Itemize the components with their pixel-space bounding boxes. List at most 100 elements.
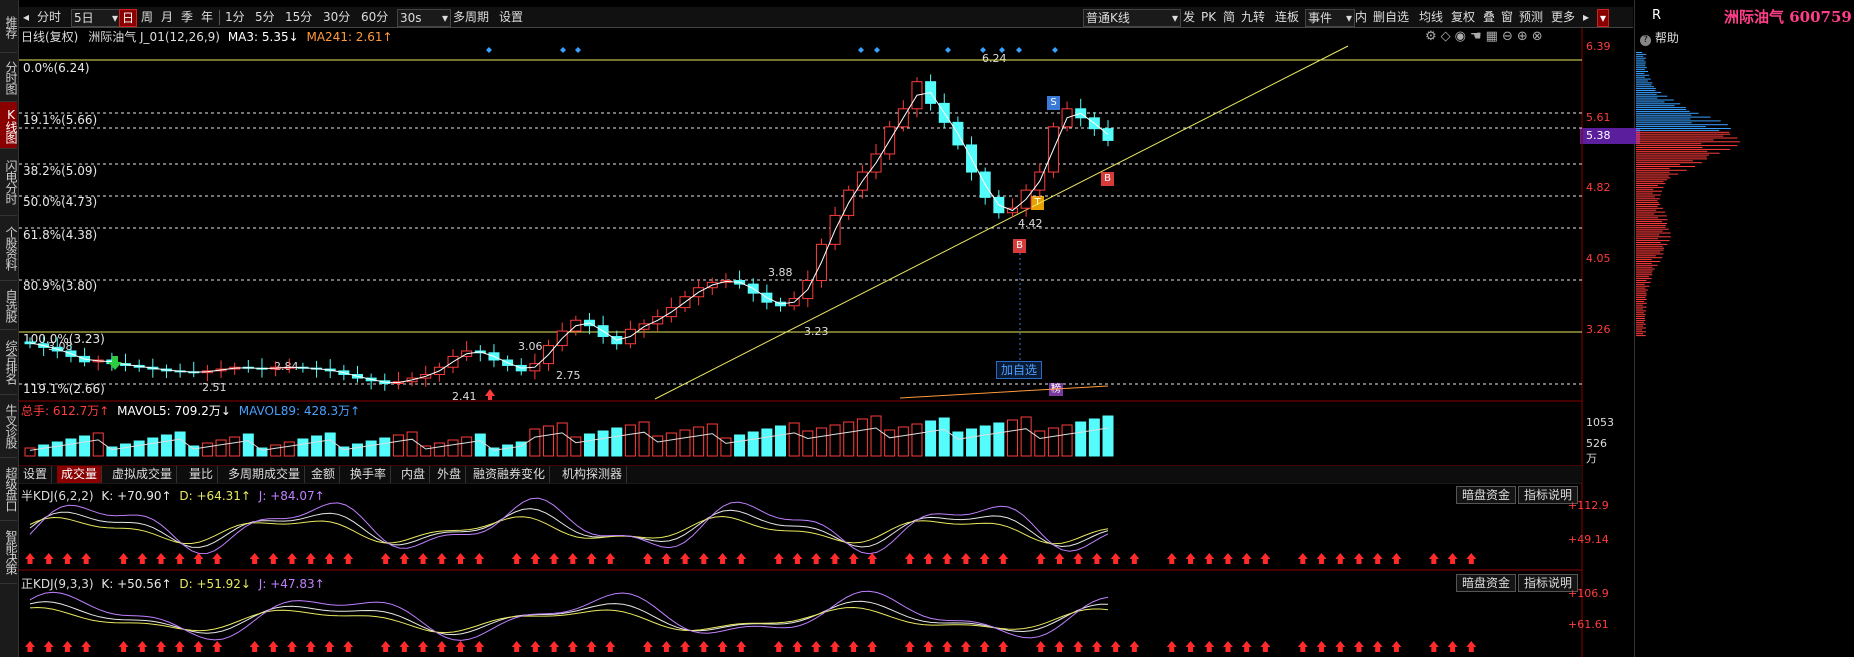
tool-forecast[interactable]: 预测: [1519, 10, 1544, 24]
dark-pool-button[interactable]: 暗盘资金: [1456, 486, 1517, 504]
close-icon[interactable]: ⊗: [1531, 29, 1547, 44]
tab-recommend[interactable]: 推荐: [0, 2, 18, 53]
volume-bar: [188, 445, 200, 457]
tab-flash-intraday[interactable]: 闪电分时: [0, 149, 18, 216]
period-30min[interactable]: 30分: [323, 10, 351, 24]
sell-marker[interactable]: S: [1047, 96, 1060, 110]
diamond-icon[interactable]: ◇: [1440, 29, 1455, 44]
fib-label-1191: 119.1%(2.66): [23, 382, 105, 396]
plus-icon[interactable]: ⊕: [1516, 29, 1532, 44]
tab-diagnosis[interactable]: 牛叉诊股: [0, 395, 18, 458]
tool-window[interactable]: 窗: [1501, 10, 1514, 24]
chip-bar: [1636, 78, 1651, 80]
period-5day-dropdown[interactable]: 5日 ▾: [71, 9, 121, 27]
chip-bar: [1636, 228, 1669, 230]
kline-type-select[interactable]: 普通K线 ▾: [1083, 9, 1181, 27]
period-year[interactable]: 年: [201, 10, 214, 24]
tool-fa[interactable]: 发: [1183, 10, 1196, 24]
t-marker[interactable]: T: [1031, 196, 1044, 210]
tab-stock-profile[interactable]: 个股资料: [0, 216, 18, 281]
signal-arrow: [1222, 641, 1233, 652]
tool-overlay[interactable]: 叠: [1483, 10, 1496, 24]
subtab-institution[interactable]: 机构探测器: [558, 466, 628, 483]
tool-adjust[interactable]: 复权: [1451, 10, 1476, 24]
tab-kline[interactable]: K线图: [0, 102, 18, 149]
period-month[interactable]: 月: [161, 10, 174, 24]
tab-smart-decision[interactable]: 智能决策: [0, 521, 18, 584]
tab-ranking[interactable]: 综合排名: [0, 330, 18, 395]
indicator-tabs: 设置 成交量 虚拟成交量 量比 多周期成交量 金额 换手率 内盘 外盘 融资融券…: [19, 466, 1582, 483]
signal-arrow: [1110, 641, 1121, 652]
subtab-volume-ratio[interactable]: 量比: [185, 466, 219, 483]
chip-bar: [1636, 67, 1647, 69]
volume-bar: [775, 425, 787, 457]
tool-events-dropdown[interactable]: 事件 ▾: [1305, 9, 1355, 27]
subtab-volume[interactable]: 成交量: [57, 466, 103, 483]
chip-bar: [1636, 84, 1652, 86]
trough-annotation: 2.75: [556, 369, 581, 382]
tab-order-book[interactable]: 超级盘口: [0, 458, 18, 521]
scroll-right-icon[interactable]: ▸: [1583, 10, 1590, 24]
subtab-inner[interactable]: 内盘: [397, 466, 431, 483]
tool-inner[interactable]: 内: [1355, 10, 1368, 24]
tool-nine-turn[interactable]: 九转: [1241, 10, 1266, 24]
period-week[interactable]: 周: [141, 10, 154, 24]
eye-icon[interactable]: ◉: [1454, 29, 1470, 44]
collapse-icon[interactable]: ◂: [23, 10, 30, 24]
tool-more[interactable]: 更多: [1551, 10, 1576, 24]
help-link[interactable]: ? 帮助: [1640, 29, 1679, 46]
period-seconds-dropdown[interactable]: 30s ▾: [397, 9, 451, 27]
chart-period-title: 日线(复权): [21, 30, 79, 44]
chip-bar: [1636, 215, 1667, 217]
period-1min[interactable]: 1分: [225, 10, 245, 24]
settings-button[interactable]: 设置: [499, 10, 524, 24]
subtab-margin[interactable]: 融资融券变化: [469, 466, 551, 483]
multi-period[interactable]: 多周期: [453, 10, 490, 24]
subtab-settings[interactable]: 设置: [19, 466, 53, 483]
period-5min[interactable]: 5分: [255, 10, 275, 24]
tool-limit-up[interactable]: 连板: [1275, 10, 1300, 24]
chip-bar: [1636, 318, 1645, 319]
subtab-virtual-volume[interactable]: 虚拟成交量: [108, 466, 178, 483]
tool-simple[interactable]: 简: [1223, 10, 1236, 24]
signal-arrow: [1073, 553, 1084, 564]
signal-arrow: [1035, 553, 1046, 564]
dark-pool-button[interactable]: 暗盘资金: [1456, 574, 1517, 592]
signal-arrow: [62, 641, 73, 652]
chip-bar: [1636, 287, 1646, 289]
tool-remove-watchlist[interactable]: 删自选: [1373, 10, 1410, 24]
indicator-header: 日线(复权) 洲际油气 J_01(12,26,9) MA3: 5.35↓ MA2…: [21, 28, 393, 45]
kline-chart[interactable]: [19, 28, 1634, 657]
volume-bar: [392, 434, 404, 457]
volume-bar: [570, 436, 582, 457]
chip-bar: [1636, 242, 1661, 243]
hand-icon[interactable]: ☚: [1470, 29, 1486, 44]
subtab-turnover[interactable]: 换手率: [346, 466, 392, 483]
period-intraday[interactable]: 分时: [37, 10, 62, 24]
peak-annotation: 2.84: [274, 360, 299, 373]
chip-bar: [1636, 162, 1703, 164]
buy-marker[interactable]: B: [1013, 239, 1026, 253]
gear-icon[interactable]: ⚙: [1425, 29, 1441, 44]
signal-arrow: [418, 553, 429, 564]
subtab-multi-period-volume[interactable]: 多周期成交量: [224, 466, 306, 483]
menu-chevron-icon[interactable]: ▾: [1597, 9, 1610, 27]
tab-intraday[interactable]: 分时图: [0, 53, 18, 102]
tool-pk[interactable]: PK: [1201, 10, 1217, 24]
period-day[interactable]: 日: [119, 9, 138, 27]
period-quarter[interactable]: 季: [181, 10, 194, 24]
period-15min[interactable]: 15分: [285, 10, 313, 24]
tool-moving-average[interactable]: 均线: [1419, 10, 1444, 24]
indicator-help-button[interactable]: 指标说明: [1518, 574, 1579, 592]
table-icon[interactable]: ▦: [1485, 29, 1502, 44]
buy-marker[interactable]: B: [1101, 172, 1114, 186]
minus-icon[interactable]: ⊖: [1501, 29, 1517, 44]
kdj2-k-line: [29, 600, 1108, 636]
subtab-outer[interactable]: 外盘: [433, 466, 467, 483]
chip-bar: [1636, 105, 1675, 107]
tab-watchlist[interactable]: 自选股: [0, 281, 18, 330]
subtab-amount[interactable]: 金额: [307, 466, 341, 483]
add-favorite-button[interactable]: 加自选: [996, 361, 1043, 379]
indicator-help-button[interactable]: 指标说明: [1518, 486, 1579, 504]
period-60min[interactable]: 60分: [361, 10, 389, 24]
